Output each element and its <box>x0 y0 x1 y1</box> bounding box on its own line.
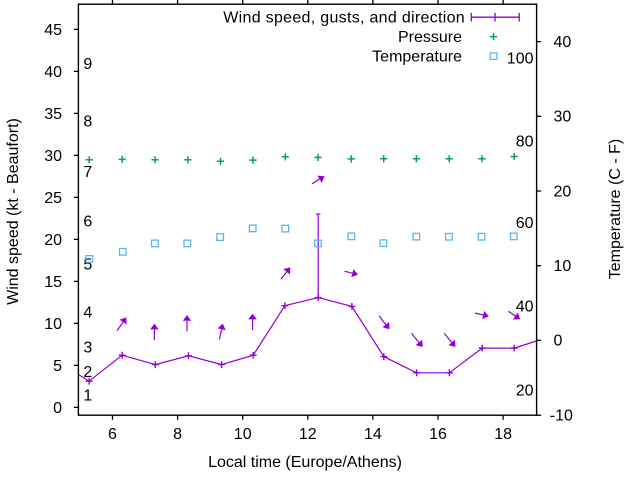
svg-text:2: 2 <box>83 364 92 381</box>
svg-text:3: 3 <box>83 340 92 357</box>
svg-text:40: 40 <box>554 34 572 51</box>
svg-text:6: 6 <box>83 214 92 231</box>
svg-text:0: 0 <box>554 333 563 350</box>
svg-text:18: 18 <box>494 426 512 443</box>
svg-text:Temperature (C - F): Temperature (C - F) <box>607 139 624 279</box>
svg-text:Temperature: Temperature <box>372 48 462 65</box>
svg-text:Local time (Europe/Athens): Local time (Europe/Athens) <box>208 454 402 471</box>
svg-text:60: 60 <box>516 215 534 232</box>
svg-text:45: 45 <box>44 22 62 39</box>
svg-text:0: 0 <box>53 400 62 417</box>
svg-text:25: 25 <box>44 190 62 207</box>
svg-text:30: 30 <box>554 109 572 126</box>
svg-text:16: 16 <box>429 426 447 443</box>
svg-text:14: 14 <box>364 426 382 443</box>
svg-text:20: 20 <box>554 183 572 200</box>
svg-text:Wind speed (kt - Beaufort): Wind speed (kt - Beaufort) <box>5 118 22 305</box>
svg-text:10: 10 <box>44 316 62 333</box>
svg-text:10: 10 <box>554 258 572 275</box>
svg-text:8: 8 <box>83 114 92 131</box>
svg-text:1: 1 <box>83 388 92 405</box>
svg-text:5: 5 <box>53 358 62 375</box>
svg-text:5: 5 <box>83 256 92 273</box>
svg-text:4: 4 <box>83 305 92 322</box>
svg-text:40: 40 <box>516 298 534 315</box>
svg-text:30: 30 <box>44 148 62 165</box>
svg-text:9: 9 <box>83 56 92 73</box>
svg-text:80: 80 <box>516 133 534 150</box>
svg-text:15: 15 <box>44 274 62 291</box>
svg-text:7: 7 <box>83 164 92 181</box>
svg-text:Pressure: Pressure <box>398 29 462 46</box>
svg-text:Wind speed, gusts, and directi: Wind speed, gusts, and direction <box>223 9 465 26</box>
svg-text:40: 40 <box>44 64 62 81</box>
svg-text:12: 12 <box>299 426 317 443</box>
svg-text:20: 20 <box>516 383 534 400</box>
svg-text:8: 8 <box>173 426 182 443</box>
svg-text:20: 20 <box>44 232 62 249</box>
svg-text:100: 100 <box>507 50 534 67</box>
svg-text:-10: -10 <box>550 408 573 425</box>
svg-text:6: 6 <box>108 426 117 443</box>
svg-text:35: 35 <box>44 106 62 123</box>
svg-text:10: 10 <box>234 426 252 443</box>
